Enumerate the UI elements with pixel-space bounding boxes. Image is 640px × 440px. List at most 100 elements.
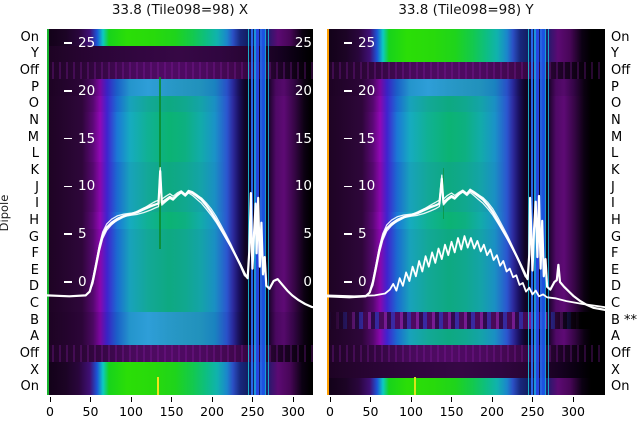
y-tick-label-inner-right: 5	[303, 226, 312, 243]
dipole-label-left: J	[35, 179, 39, 195]
dipole-label-right: A	[611, 329, 620, 345]
row-off	[47, 345, 313, 362]
x-tick-mark	[532, 397, 533, 402]
narrowband-line	[414, 376, 416, 395]
rfi-line	[267, 29, 269, 395]
y-tick-mark-inner	[344, 185, 352, 188]
dipole-label-left: Off	[19, 345, 39, 361]
x-tick-mark	[451, 397, 452, 402]
dipole-label-left: F	[31, 246, 39, 262]
x-tick-mark	[171, 397, 172, 402]
narrowband-line	[159, 76, 161, 249]
row-j	[47, 178, 313, 196]
x-tick-label: 200	[200, 404, 224, 419]
y-tick-mark-inner	[344, 281, 352, 283]
y-tick-mark-inner	[64, 185, 72, 188]
x-tick-label: 200	[480, 404, 504, 419]
dipole-label-left: I	[35, 196, 39, 212]
dipole-label-right: On	[611, 29, 630, 45]
dipole-label-right: J	[611, 179, 615, 195]
dipole-labels-right: On Y Off P O N M L K J I H G F E D C B ** A Off X On	[611, 29, 640, 395]
rfi-line	[539, 29, 542, 395]
dipole-label-left: G	[28, 229, 39, 245]
x-tick-mark	[410, 397, 412, 402]
curve-ripple	[327, 235, 605, 309]
x-tick-mark	[292, 397, 294, 402]
row-on	[47, 378, 313, 395]
row-c	[47, 295, 313, 312]
dipole-label-right: M	[611, 129, 623, 145]
curve-main	[327, 177, 605, 312]
spectrum-curves	[47, 166, 313, 309]
row-x	[47, 361, 313, 379]
y-tick-mark-inner	[344, 90, 352, 92]
heatmap-rows	[47, 29, 313, 395]
row-k	[47, 162, 313, 179]
panel-y-title: 33.8 (Tile098=98) Y	[398, 2, 534, 18]
dipole-label-right: L	[611, 146, 619, 162]
dipole-label-left: Off	[19, 63, 39, 79]
curve-main	[47, 170, 313, 309]
dipole-label-left: A	[30, 329, 39, 345]
narrowband-line	[156, 376, 159, 395]
y-tick-label-inner: 0	[358, 274, 367, 290]
dipole-label-left: K	[30, 162, 39, 178]
dipole-label-left: E	[30, 262, 39, 278]
dipole-label-right: Off	[611, 345, 631, 361]
dipole-label-right: D	[611, 279, 622, 295]
row-f	[47, 245, 313, 262]
rfi-line	[541, 29, 545, 395]
panel-edge-line	[327, 29, 329, 395]
x-tick-label: 0	[326, 404, 334, 419]
dipole-label-left: P	[31, 79, 39, 95]
y-tick-mark-inner	[344, 42, 352, 44]
dipole-label-left: X	[30, 362, 39, 378]
dipole-labels-left: On Y Off P O N M L K J I H G F E D C B A Off X On	[0, 29, 43, 395]
x-tick-label: 150	[439, 404, 464, 419]
y-tick-label-inner: 0	[78, 274, 87, 290]
dipole-label-left: On	[20, 379, 39, 395]
x-tick-mark	[370, 397, 371, 402]
x-tick-label: 300	[561, 404, 585, 419]
rfi-line	[531, 29, 533, 395]
dipole-label-right: H	[611, 212, 621, 228]
heatmap-panel-x: 25 25 20 20 15 15 10 10 5 5 0 0	[47, 29, 313, 395]
dipole-label-left: C	[29, 296, 39, 312]
row-on	[47, 29, 313, 46]
dipole-label-left: L	[31, 146, 39, 162]
dipole-label-left: Y	[31, 46, 39, 62]
dipole-label-right: N	[611, 113, 621, 129]
x-tick-label: 100	[399, 404, 423, 419]
row-b	[47, 311, 313, 329]
rfi-line	[547, 29, 549, 395]
dipole-label-left: B	[30, 312, 39, 328]
x-tick-label: 250	[520, 404, 545, 419]
y-tick-label-inner-right: 25	[294, 35, 312, 51]
dipole-label-right: X	[611, 362, 620, 378]
row-e	[47, 261, 313, 279]
y-tick-label-inner: 15	[78, 130, 96, 147]
dipole-label-right: E	[611, 262, 620, 278]
y-tick-mark-inner	[64, 90, 72, 92]
panel-x-title: 33.8 (Tile098=98) X	[111, 2, 249, 18]
rfi-line	[265, 29, 266, 395]
x-tick-mark	[329, 397, 331, 402]
x-tick-label: 0	[46, 404, 54, 419]
dipole-label-right: B **	[611, 312, 638, 328]
y-tick-label-inner-right: 15	[294, 130, 312, 147]
x-tick-label: 150	[159, 404, 184, 419]
dipole-label-left: O	[28, 96, 39, 112]
row-p	[47, 78, 313, 96]
curve-bundle-strand	[327, 178, 605, 311]
dipole-label-right: P	[611, 79, 619, 95]
x-tick-mark	[211, 397, 213, 402]
dipole-label-right: F	[611, 246, 619, 262]
rfi-line	[261, 29, 265, 395]
row-n	[47, 112, 313, 129]
dipole-label-left: H	[29, 212, 39, 228]
y-tick-mark-inner	[64, 281, 72, 283]
x-tick-label: 300	[281, 404, 305, 419]
row-d	[47, 278, 313, 296]
y-tick-mark-inner	[64, 137, 72, 140]
dipole-label-right: C	[611, 296, 621, 312]
